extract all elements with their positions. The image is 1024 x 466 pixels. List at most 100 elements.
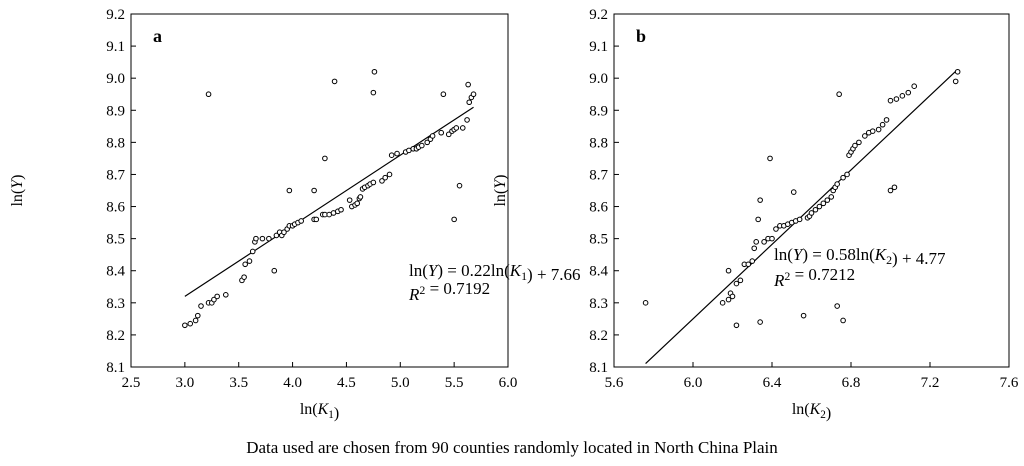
data-point bbox=[733, 322, 740, 329]
y-tick-label: 9.2 bbox=[106, 7, 125, 23]
panel-letter: b bbox=[636, 26, 646, 46]
data-point bbox=[816, 203, 823, 210]
data-point bbox=[438, 129, 445, 136]
data-point bbox=[354, 200, 361, 207]
data-point bbox=[382, 174, 389, 181]
y-axis-label: ln(Y) bbox=[9, 174, 26, 206]
data-point bbox=[242, 261, 248, 268]
figure-caption: Data used are chosen from 90 counties ra… bbox=[246, 438, 778, 457]
y-tick-label: 8.3 bbox=[589, 296, 608, 312]
data-point bbox=[187, 320, 194, 327]
y-tick-label: 8.7 bbox=[589, 167, 608, 183]
data-point bbox=[198, 303, 204, 309]
data-point bbox=[745, 261, 752, 268]
scatter-panel-b: 8.1 8.2 8.3 8.4 8.5 8.6 8.7 8.8 8.9 9.0 9.1 9.2 5.6 6… bbox=[492, 7, 1019, 422]
y-tick-label: 8.6 bbox=[106, 200, 125, 216]
data-point bbox=[862, 133, 868, 139]
data-point bbox=[246, 258, 253, 264]
data-point bbox=[844, 171, 850, 178]
x-tick-label: 5.6 bbox=[605, 375, 624, 391]
x-tick-label: 6.0 bbox=[684, 375, 703, 391]
data-point bbox=[719, 300, 726, 306]
data-point bbox=[749, 258, 756, 264]
data-point bbox=[790, 189, 797, 195]
data-point bbox=[893, 96, 900, 102]
data-point bbox=[812, 206, 819, 213]
data-point bbox=[737, 277, 744, 284]
y-tick-label: 9.1 bbox=[106, 39, 125, 55]
y-tick-label: 9.0 bbox=[589, 71, 608, 87]
data-point bbox=[869, 128, 876, 134]
data-point bbox=[761, 239, 767, 245]
data-point bbox=[465, 81, 471, 88]
x-tick-label: 5.5 bbox=[445, 375, 464, 391]
data-point bbox=[757, 319, 763, 325]
x-tick-label: 3.0 bbox=[175, 375, 194, 391]
data-point bbox=[266, 235, 272, 242]
data-point bbox=[840, 174, 846, 181]
data-point bbox=[370, 89, 377, 96]
y-tick-label: 8.5 bbox=[589, 232, 608, 248]
data-point bbox=[453, 125, 460, 131]
data-point bbox=[322, 155, 328, 162]
data-point bbox=[875, 126, 882, 133]
data-point bbox=[379, 178, 385, 184]
data-point bbox=[911, 83, 918, 90]
y-tick-label: 8.3 bbox=[106, 296, 125, 312]
y-tick-label: 9.1 bbox=[589, 39, 608, 55]
data-point bbox=[445, 131, 452, 138]
y-tick-label: 9.2 bbox=[589, 7, 608, 23]
x-tick-label: 4.5 bbox=[337, 375, 356, 391]
data-point bbox=[828, 194, 835, 200]
data-point bbox=[194, 312, 201, 319]
regression-line bbox=[184, 106, 474, 297]
data-point bbox=[371, 68, 378, 75]
data-point bbox=[440, 91, 447, 98]
plot-frame bbox=[130, 13, 509, 368]
data-point bbox=[800, 312, 807, 319]
x-tick-label: 6.0 bbox=[499, 375, 518, 391]
y-tick-label: 8.2 bbox=[589, 328, 608, 344]
x-axis-label: ln(K1) bbox=[300, 401, 339, 422]
data-point bbox=[214, 293, 220, 300]
data-point bbox=[834, 303, 840, 309]
data-point bbox=[286, 187, 293, 194]
data-point bbox=[331, 78, 338, 85]
data-point bbox=[298, 218, 304, 224]
data-point bbox=[346, 197, 353, 203]
data-point bbox=[725, 267, 732, 274]
x-tick-label: 5.0 bbox=[391, 375, 410, 391]
data-point bbox=[222, 291, 229, 298]
x-tick-label: 4.0 bbox=[283, 375, 302, 391]
x-tick-label: 7.6 bbox=[1000, 375, 1019, 391]
data-point bbox=[429, 133, 436, 139]
data-point bbox=[249, 248, 256, 255]
panel-letter: a bbox=[153, 26, 162, 46]
data-point bbox=[887, 187, 894, 194]
data-point bbox=[905, 89, 912, 96]
data-point bbox=[311, 187, 317, 194]
data-point bbox=[891, 184, 898, 191]
data-point bbox=[796, 216, 803, 223]
data-point bbox=[394, 150, 400, 157]
r-squared-label: R2 = 0.7212 bbox=[773, 265, 855, 290]
data-point bbox=[271, 267, 278, 274]
y-tick-label: 8.1 bbox=[589, 360, 608, 376]
data-point bbox=[751, 245, 758, 252]
data-point bbox=[388, 152, 395, 158]
y-tick-label: 8.7 bbox=[106, 167, 125, 183]
data-point bbox=[211, 296, 217, 303]
data-point bbox=[338, 206, 344, 213]
data-point bbox=[357, 194, 364, 200]
data-point bbox=[466, 99, 473, 106]
data-point bbox=[729, 293, 736, 300]
x-tick-label: 7.2 bbox=[921, 375, 940, 391]
y-tick-label: 8.9 bbox=[106, 103, 125, 119]
y-tick-label: 8.4 bbox=[589, 264, 608, 280]
y-axis-label: ln(Y) bbox=[492, 174, 509, 206]
data-point bbox=[808, 210, 815, 216]
data-point bbox=[273, 232, 280, 239]
data-point bbox=[834, 181, 840, 187]
data-point bbox=[424, 139, 431, 146]
